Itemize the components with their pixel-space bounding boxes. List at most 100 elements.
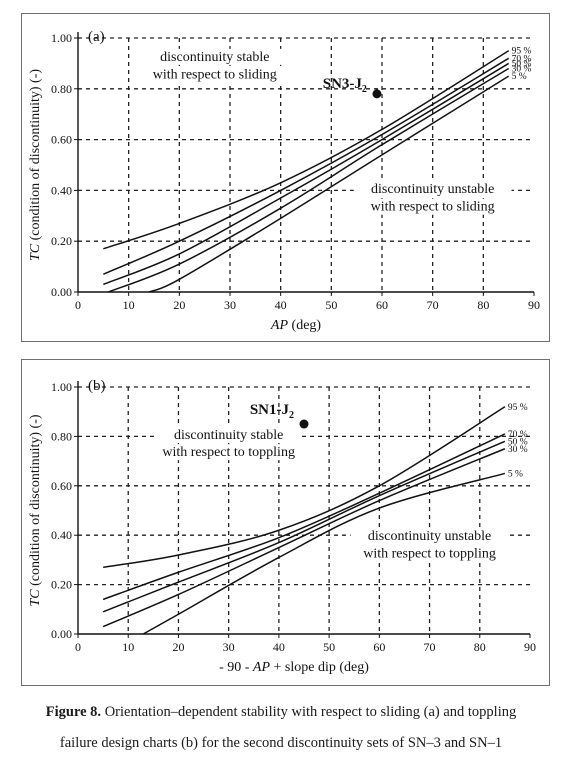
figure-caption-line-2: failure design charts (b) for the second…	[0, 735, 562, 752]
chart-b-annotation-1: with respect to toppling	[162, 445, 295, 460]
chart-a-y-axis-label-rest: (condition of discontinuity) (-)	[28, 69, 43, 244]
chart-a-series-label-3: 30 %	[512, 64, 532, 74]
chart-a-x-tick-label-90: 90	[528, 298, 540, 312]
chart-b-series-line-1	[102, 433, 506, 601]
chart-b-x-tick-label-80: 80	[474, 640, 486, 654]
chart-a-y-tick-label-1.00: 1.00	[51, 31, 72, 45]
chart-b-series-line-4	[142, 472, 506, 635]
chart-b-x-axis-label-rest: + slope dip (deg)	[270, 660, 369, 675]
chart-b-y-tick-label-0.00: 0.00	[51, 627, 72, 641]
chart-b-annotation-0: discontinuity stable	[174, 428, 283, 443]
chart-a-series-line-2	[103, 62, 510, 286]
chart-b-data-point-label: SN1-J2	[250, 402, 294, 421]
chart-a-x-tick-label-0: 0	[75, 298, 81, 312]
figure-caption-label: Figure 8.	[45, 704, 102, 720]
chart-a-x-axis-label-rest: (deg)	[288, 318, 321, 333]
chart-b-series-label-4: 5 %	[508, 469, 523, 479]
chart-a-y-axis-label-main: TC	[28, 243, 43, 261]
chart-a-series-line-4	[148, 75, 510, 293]
chart-a-y-axis-label: TC (condition of discontinuity) (-)	[28, 69, 43, 261]
chart-a-y-tick-label-0.40: 0.40	[51, 183, 72, 197]
chart-a-annotation-2: discontinuity unstable	[371, 182, 494, 197]
chart-b-series-label-1: 70 %	[508, 430, 528, 440]
figure-caption-text-1: Orientation–dependent stability with res…	[101, 704, 517, 720]
chart-b-x-axis-label: - 90 - AP + slope dip (deg)	[219, 660, 369, 675]
chart-a-series-label-4: 5 %	[512, 72, 527, 82]
chart-a-series-line-0	[103, 50, 510, 250]
chart-a-x-tick-label-20: 20	[173, 298, 185, 312]
chart-b-series-line-3	[102, 448, 506, 628]
chart-a-y-tick-label-0.60: 0.60	[51, 133, 72, 147]
chart-b-x-tick-label-10: 10	[122, 640, 134, 654]
chart-a-x-tick-label-30: 30	[224, 298, 236, 312]
chart-b-x-tick-label-30: 30	[223, 640, 235, 654]
chart-panel-a: 0 10 20 30 40 50 60 70 80 90 0.00 0.20 0.40 0.60 0.80 1…	[21, 13, 550, 342]
chart-a-x-axis-label-main: AP	[270, 318, 289, 333]
chart-b-annotation-bg-2	[350, 528, 509, 545]
chart-b-panel-label: (b)	[88, 378, 106, 394]
chart-b-series-label-3: 30 %	[508, 445, 528, 455]
figure-caption-line-1: Figure 8. Orientation–dependent stabilit…	[0, 704, 562, 721]
chart-a-x-tick-label-80: 80	[477, 298, 489, 312]
chart-b-x-tick-label-70: 70	[424, 640, 436, 654]
chart-a-annotation-bg-0	[142, 48, 287, 65]
chart-b-data-point-label-main: SN1-J	[250, 402, 290, 418]
chart-a-y-tick-label-0.00: 0.00	[51, 285, 72, 299]
chart-b-y-axis-label-main: TC	[28, 589, 43, 607]
chart-a-data-point-label-sub: 2	[362, 84, 367, 95]
chart-b-y-axis-label: TC (condition of discontinuity) (-)	[28, 414, 43, 606]
chart-a-x-tick-label-40: 40	[275, 298, 287, 312]
chart-b-x-tick-label-60: 60	[373, 640, 385, 654]
chart-a-x-tick-label-10: 10	[123, 298, 135, 312]
chart-b-annotation-bg-1	[142, 444, 315, 461]
chart-a-x-tick-label-70: 70	[427, 298, 439, 312]
chart-b-series-line-0	[102, 406, 506, 569]
chart-a-x-tick-label-50: 50	[325, 298, 337, 312]
chart-b-y-tick-label-1.00: 1.00	[51, 380, 72, 394]
chart-a-y-tick-label-0.20: 0.20	[51, 234, 72, 248]
chart-a-x-tick-label-60: 60	[376, 298, 388, 312]
chart-a-annotation-bg-1	[132, 66, 298, 83]
chart-a-series-label-2: 50 %	[512, 59, 532, 69]
chart-b-x-axis-label-pre: - 90 -	[219, 660, 253, 675]
chart-b-series-line-2	[102, 440, 506, 613]
chart-b-annotation-bg-3	[343, 545, 516, 562]
chart-a-series-line-3	[108, 67, 510, 293]
chart-b-x-tick-label-90: 90	[524, 640, 536, 654]
chart-a-annotation-bg-2	[353, 180, 512, 197]
chart-a-annotation-bg-3	[350, 198, 516, 215]
chart-b-annotation-bg-0	[156, 426, 301, 443]
chart-a-series-line-1	[103, 57, 510, 275]
chart-a-series-label-0: 95 %	[512, 47, 532, 57]
chart-a-panel-label: (a)	[88, 29, 105, 45]
chart-a-x-axis-label: AP (deg)	[270, 318, 321, 333]
chart-b-y-axis-label-rest: (condition of discontinuity) (-)	[28, 414, 43, 589]
figure-caption-text-2: failure design charts (b) for the second…	[59, 735, 503, 751]
chart-b-data-point	[299, 419, 309, 429]
chart-b-annotation-3: with respect to toppling	[363, 546, 496, 561]
chart-b-y-tick-label-0.20: 0.20	[51, 578, 72, 592]
chart-b-x-tick-label-0: 0	[75, 640, 81, 654]
chart-a-annotation-0: discontinuity stable	[160, 50, 269, 65]
chart-b-x-tick-label-50: 50	[323, 640, 335, 654]
chart-b-y-tick-label-0.40: 0.40	[51, 528, 72, 542]
chart-a-data-point-label-main: SN3-J	[323, 76, 363, 92]
chart-panel-b: 0 10 20 30 40 50 60 70 80 90 0.00 0.20 0.40 0.60 0.80 1…	[21, 359, 550, 686]
chart-b-annotation-2: discontinuity unstable	[368, 529, 491, 544]
chart-a-annotation-3: with respect to sliding	[371, 200, 495, 215]
chart-a-annotation-1: with respect to sliding	[153, 68, 277, 83]
chart-b-x-tick-label-20: 20	[172, 640, 184, 654]
chart-b-data-point-label-sub: 2	[289, 410, 294, 421]
chart-b-x-axis-label-main: AP	[252, 660, 271, 675]
chart-b-series-label-0: 95 %	[508, 403, 528, 413]
chart-b-x-tick-label-40: 40	[273, 640, 285, 654]
chart-a-data-point	[372, 89, 382, 99]
chart-b-svg: 0 10 20 30 40 50 60 70 80 90 0.00 0.20 0.40 0.60 0.80 1…	[28, 378, 536, 675]
chart-a-svg: 0 10 20 30 40 50 60 70 80 90 0.00 0.20 0.40 0.60 0.80 1…	[28, 29, 540, 333]
chart-a-y-tick-label-0.80: 0.80	[51, 82, 72, 96]
chart-a-data-point-label: SN3-J2	[323, 76, 367, 95]
chart-a-series-label-1: 70 %	[512, 54, 532, 64]
chart-b-series-label-2: 50 %	[508, 437, 528, 447]
chart-b-y-tick-label-0.60: 0.60	[51, 479, 72, 493]
chart-b-y-tick-label-0.80: 0.80	[51, 429, 72, 443]
